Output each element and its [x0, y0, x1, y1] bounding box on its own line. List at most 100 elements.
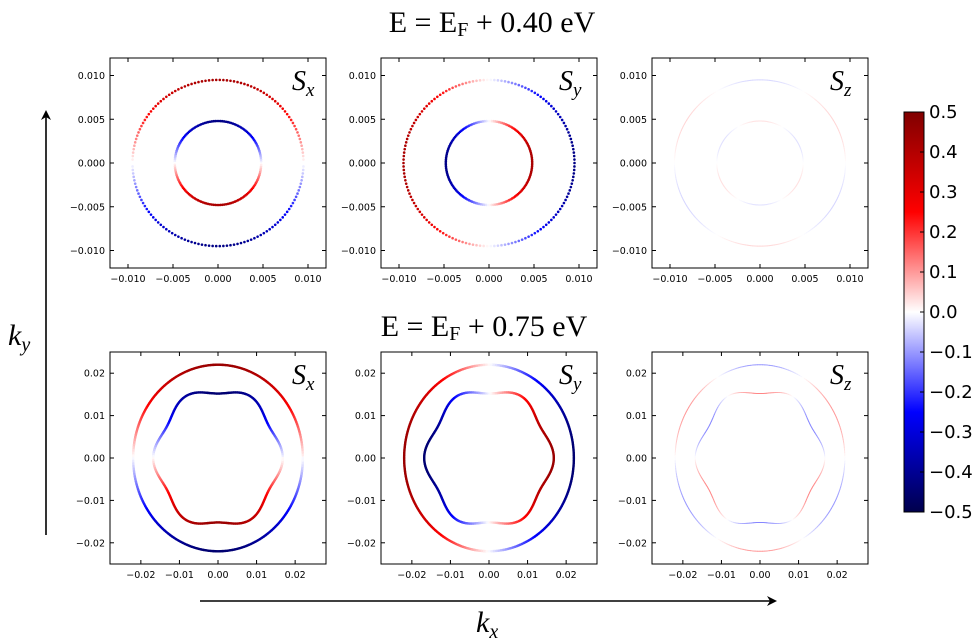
x-tick-label: 0.01 — [788, 570, 809, 581]
panel-label-sub: z — [843, 80, 852, 101]
series-outer-contour — [402, 363, 576, 553]
data-point — [204, 243, 207, 247]
data-point — [236, 80, 239, 84]
x-tick-label: −0.02 — [668, 570, 697, 581]
data-point — [207, 244, 211, 247]
data-point — [180, 86, 183, 90]
series-outer-contour — [674, 79, 846, 247]
data-point — [436, 227, 439, 231]
data-point — [500, 79, 503, 83]
x-tick-label: 0.02 — [285, 570, 306, 581]
data-point — [550, 218, 553, 222]
data-point — [183, 238, 187, 241]
data-point — [133, 182, 137, 185]
data-point — [232, 80, 236, 83]
series-outer-contour — [131, 78, 305, 248]
data-point — [149, 110, 153, 113]
data-point — [524, 86, 527, 90]
data-point — [464, 241, 468, 245]
data-point — [402, 172, 406, 175]
y-tick-label: −0.01 — [347, 496, 376, 507]
colorbar-ticks: 0.5 0.4 0.3 0.2 0.1 0.0 −0.1 −0.2 −0.3 −0.4 −0.5 — [920, 102, 973, 523]
x-tick-label: 0.000 — [746, 274, 773, 285]
data-point — [550, 104, 553, 108]
kx-label: kx — [476, 606, 498, 643]
data-point — [167, 93, 171, 97]
data-point — [243, 240, 246, 244]
data-point — [154, 218, 157, 222]
data-point — [527, 88, 530, 91]
data-point — [520, 85, 524, 88]
data-point — [239, 241, 243, 245]
x-tick-label: −0.005 — [426, 274, 461, 285]
data-point — [403, 147, 407, 151]
y-tick-label: −0.010 — [612, 246, 647, 257]
data-point — [132, 175, 135, 179]
data-point — [134, 137, 138, 141]
data-point — [441, 231, 445, 235]
data-point — [567, 131, 570, 134]
data-point — [262, 91, 266, 95]
data-point — [405, 137, 409, 141]
colorbar-tick-label: −0.3 — [929, 422, 973, 443]
data-point — [430, 223, 434, 227]
data-point — [236, 242, 239, 246]
data-point — [133, 178, 136, 182]
series-outer-contour — [674, 364, 846, 552]
data-point — [214, 78, 218, 82]
plot-area — [651, 351, 869, 565]
x-tick-label: 0.00 — [478, 570, 499, 581]
row-title-bottom-sub: F — [449, 323, 460, 345]
x-tick-label: −0.010 — [652, 274, 687, 285]
data-point — [552, 107, 556, 110]
data-point — [137, 131, 140, 134]
data-point — [301, 154, 305, 158]
x-tick-label: 0.01 — [246, 570, 267, 581]
data-point — [572, 175, 575, 179]
data-point — [287, 207, 291, 211]
ky-label: ky — [8, 319, 30, 356]
data-point — [496, 244, 500, 247]
data-point — [159, 99, 163, 103]
data-point — [485, 78, 489, 82]
y-tick-label: 0.005 — [78, 115, 105, 126]
data-point — [249, 238, 253, 241]
data-point — [287, 115, 291, 119]
y-tick-label: 0.02 — [626, 369, 647, 380]
data-point — [151, 107, 155, 110]
data-point — [425, 104, 428, 108]
data-point — [444, 89, 448, 93]
data-point — [170, 231, 174, 235]
data-point — [478, 244, 482, 247]
plot-area — [109, 57, 327, 269]
series-inner-contour — [173, 119, 263, 207]
ky-label-sub: y — [19, 334, 30, 356]
y-tick-label: 0.00 — [355, 454, 376, 465]
series-inner-contour — [444, 119, 534, 207]
data-point — [402, 168, 406, 172]
data-point — [527, 235, 530, 238]
data-point — [444, 233, 448, 237]
series-outer-contour — [402, 78, 576, 248]
data-point — [569, 137, 573, 141]
kx-label-sub: x — [488, 621, 498, 643]
data-point — [299, 182, 303, 185]
data-point — [530, 89, 534, 93]
colorbar-tick-label: 0.3 — [929, 182, 958, 203]
ky-label-main: k — [8, 319, 22, 352]
data-point — [298, 185, 302, 189]
data-point — [461, 240, 464, 244]
data-point — [493, 78, 496, 82]
panel-label-letter: S — [292, 66, 306, 97]
data-point — [454, 85, 458, 88]
data-point — [404, 141, 408, 144]
x-tick-label: −0.010 — [381, 274, 416, 285]
data-point — [438, 229, 442, 233]
data-point — [281, 216, 285, 219]
data-point — [489, 244, 493, 248]
data-point — [488, 119, 492, 123]
data-point — [131, 172, 135, 175]
data-point — [544, 223, 548, 227]
data-point — [291, 121, 295, 125]
